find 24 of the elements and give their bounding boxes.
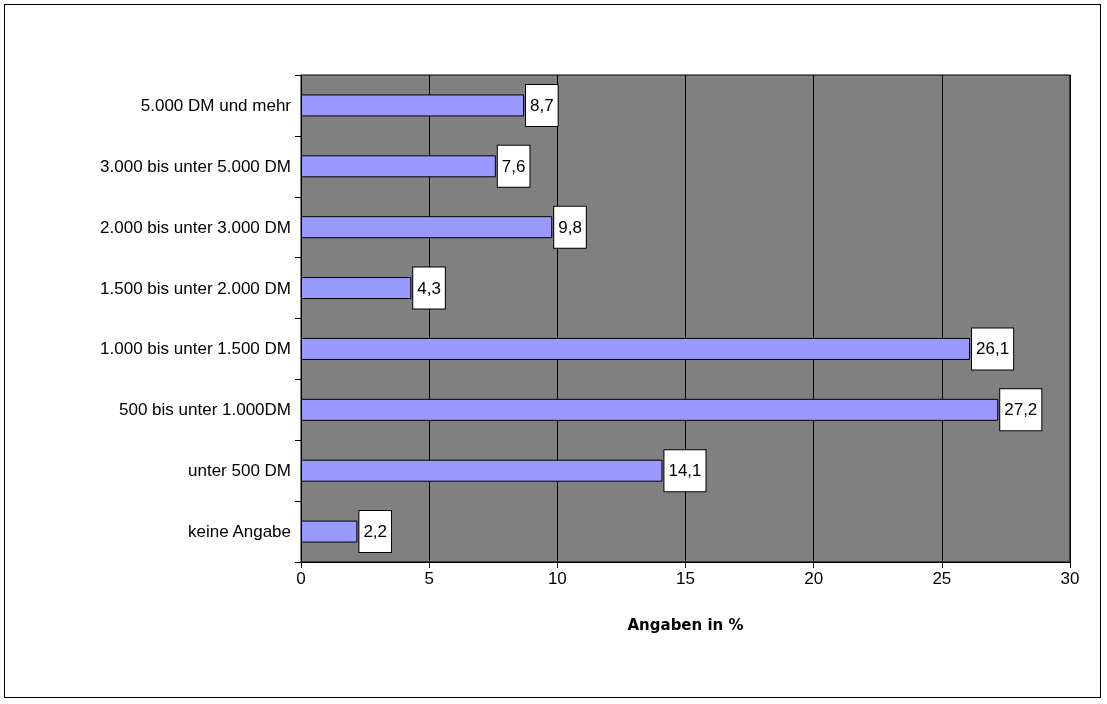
data-label: 26,1 [976,339,1010,359]
y-tick-label: 1.000 bis unter 1.500 DM [100,339,291,359]
y-tick-label: 2.000 bis unter 3.000 DM [100,217,291,237]
x-tick-label: 30 [1060,569,1080,588]
x-tick-label: 10 [547,569,567,588]
x-tick-label: 0 [296,569,306,588]
data-label: 7,6 [501,156,526,176]
data-label: 14,1 [668,461,702,481]
data-label: 9,8 [558,217,582,237]
y-tick-label: 500 bis unter 1.000DM [119,400,291,420]
x-tick-label: 5 [424,569,434,588]
x-tick-label: 20 [804,569,824,588]
data-label: 8,7 [530,95,554,115]
y-tick-label: 5.000 DM und mehr [140,95,292,115]
y-tick-label: unter 500 DM [188,461,291,481]
x-tick-label: 25 [932,569,952,588]
y-tick-label: keine Angabe [187,522,291,542]
data-label: 4,3 [417,278,441,298]
data-label: 2,2 [363,522,388,542]
x-axis-title: Angaben in % [627,615,744,634]
y-tick-label: 1.500 bis unter 2.000 DM [100,278,291,298]
data-label: 27,2 [1004,400,1038,420]
y-tick-label: 3.000 bis unter 5.000 DM [100,156,291,176]
x-tick-label: 15 [676,569,695,588]
